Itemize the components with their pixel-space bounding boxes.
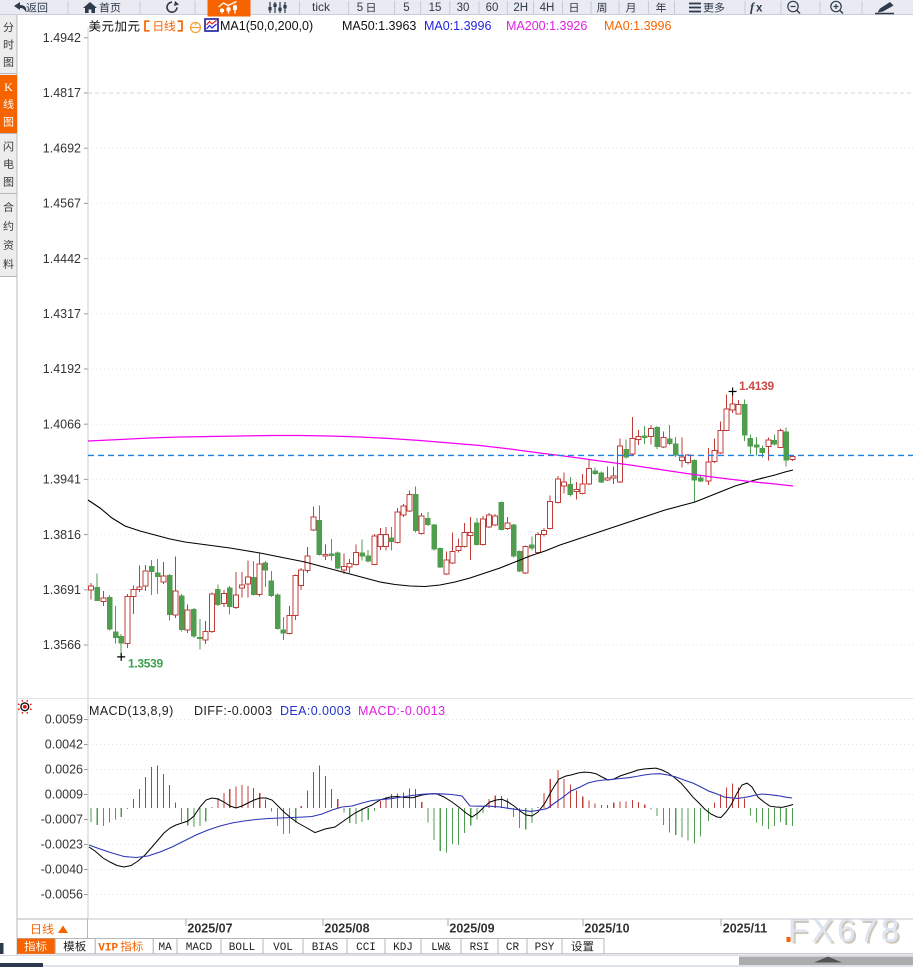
svg-text:-0.0007: -0.0007 [41,813,83,827]
svg-text:-0.0023: -0.0023 [41,838,83,852]
svg-text:2025/09: 2025/09 [449,922,494,936]
svg-text:FX678: FX678 [788,912,903,949]
svg-text:60: 60 [486,2,499,14]
svg-text:FX678: FX678 [790,914,905,951]
svg-text:2025/07: 2025/07 [187,922,232,936]
svg-text:-0.0056: -0.0056 [41,888,83,902]
svg-text:MACD: MACD [186,942,213,954]
svg-text:MA1(50,0,200,0): MA1(50,0,200,0) [220,19,313,33]
svg-text:MA0:1.3996: MA0:1.3996 [604,19,671,33]
svg-text:MA: MA [159,942,173,954]
svg-text:MACD:-0.0013: MACD:-0.0013 [358,704,445,718]
svg-text:PSY: PSY [535,942,555,954]
svg-text:1.3941: 1.3941 [43,473,81,487]
svg-text:1.3539: 1.3539 [128,657,164,671]
svg-text:DEA:0.0003: DEA:0.0003 [280,704,351,718]
svg-text:1.4192: 1.4192 [43,362,81,376]
svg-text:MA200:1.3926: MA200:1.3926 [506,19,587,33]
svg-text:1.4567: 1.4567 [43,197,81,211]
svg-text:MA0:1.3996: MA0:1.3996 [424,19,491,33]
svg-text:1.4442: 1.4442 [43,252,81,266]
svg-text:tick: tick [312,0,331,14]
svg-text:0.0059: 0.0059 [45,713,83,727]
svg-text:1.4317: 1.4317 [43,307,81,321]
svg-text:RSI: RSI [470,942,490,954]
svg-text:1.3566: 1.3566 [43,638,81,652]
svg-text:1.3691: 1.3691 [43,583,81,597]
svg-text:0.0042: 0.0042 [45,738,83,752]
svg-text:1.4942: 1.4942 [43,31,81,45]
svg-text:30: 30 [457,2,470,14]
svg-text:1.4692: 1.4692 [43,141,81,155]
svg-text:MACD(13,8,9): MACD(13,8,9) [89,704,174,718]
svg-text:-0.0040: -0.0040 [41,863,83,877]
svg-text:LW&: LW& [431,942,451,954]
svg-text:CCI: CCI [356,942,376,954]
svg-text:KDJ: KDJ [393,942,413,954]
svg-text:BOLL: BOLL [229,942,255,954]
svg-text:MA50:1.3963: MA50:1.3963 [342,19,416,33]
svg-text:2025/10: 2025/10 [584,922,629,936]
svg-text:5: 5 [403,2,409,14]
svg-text:BIAS: BIAS [312,942,339,954]
svg-text:CR: CR [506,942,520,954]
svg-text:0.0026: 0.0026 [45,763,83,777]
svg-text:1.4817: 1.4817 [43,86,81,100]
svg-text:f: f [750,1,756,15]
svg-text:VOL: VOL [273,942,293,954]
svg-text:1.3816: 1.3816 [43,528,81,542]
svg-text:2025/08: 2025/08 [324,922,369,936]
svg-text:15: 15 [429,2,442,14]
svg-text:2025/11: 2025/11 [723,922,768,936]
svg-text:K: K [4,80,13,94]
svg-text:DIFF:-0.0003: DIFF:-0.0003 [194,704,272,718]
svg-text:5: 5 [357,2,363,14]
svg-text:0.0009: 0.0009 [45,788,83,802]
svg-text:VIP: VIP [98,943,118,955]
svg-text:1.4066: 1.4066 [43,417,81,431]
svg-text:2H: 2H [513,2,528,14]
svg-text:x: x [756,3,763,15]
svg-text:4H: 4H [540,2,555,14]
svg-text:1.4139: 1.4139 [739,379,775,393]
